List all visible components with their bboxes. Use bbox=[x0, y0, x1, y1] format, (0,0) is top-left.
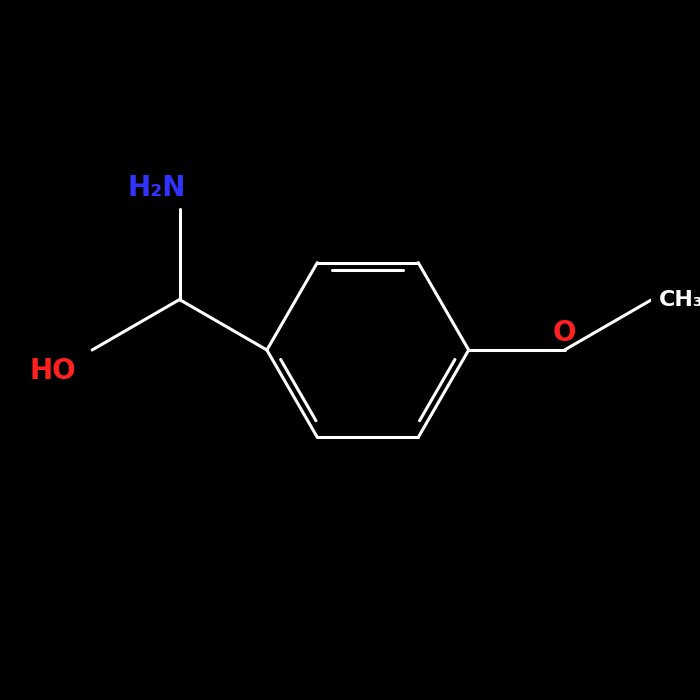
Text: HO: HO bbox=[29, 356, 76, 384]
Text: CH₃: CH₃ bbox=[659, 290, 700, 309]
Text: O: O bbox=[553, 318, 576, 346]
Text: H₂N: H₂N bbox=[127, 174, 186, 202]
